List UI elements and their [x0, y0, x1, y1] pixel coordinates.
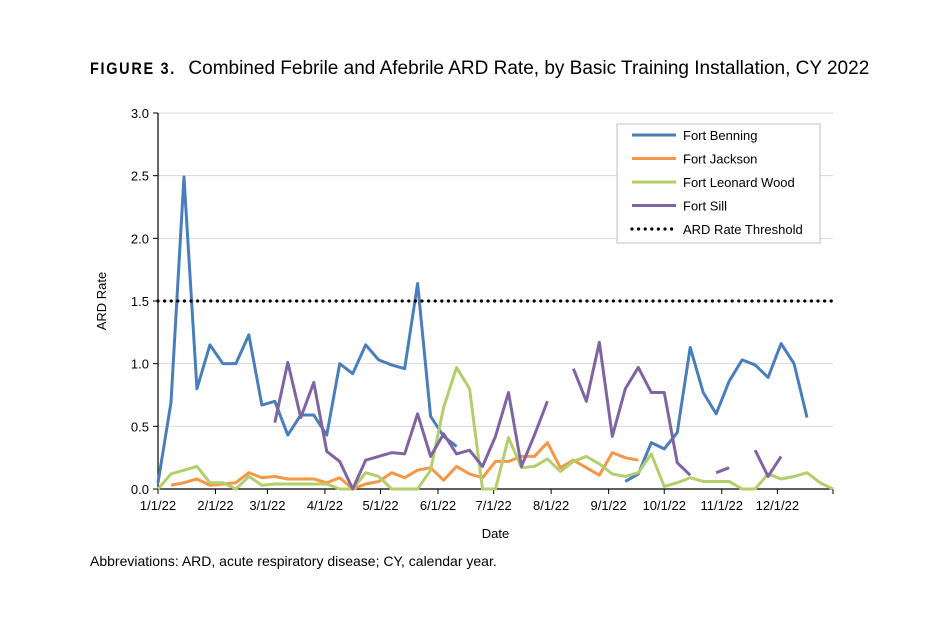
y-tick-label: 1.5 [131, 294, 149, 309]
y-tick-label: 3.0 [131, 106, 149, 121]
x-tick-label: 1/1/22 [140, 498, 176, 513]
y-tick-label: 1.0 [131, 357, 149, 372]
y-tick-label: 0.5 [131, 419, 149, 434]
y-tick-label: 2.0 [131, 231, 149, 246]
x-tick-label: 10/1/22 [643, 498, 686, 513]
legend-label: Fort Benning [683, 128, 757, 143]
legend-label: Fort Jackson [683, 152, 757, 167]
x-tick-label: 6/1/22 [420, 498, 456, 513]
x-tick-label: 9/1/22 [591, 498, 627, 513]
x-tick-label: 3/1/22 [249, 498, 285, 513]
legend-label: Fort Sill [683, 199, 727, 214]
x-tick-label: 4/1/22 [307, 498, 343, 513]
y-tick-label: 0.0 [131, 482, 149, 497]
chart-title: Combined Febrile and Afebrile ARD Rate, … [188, 58, 870, 79]
footnote: Abbreviations: ARD, acute respiratory di… [90, 553, 497, 569]
x-tick-label: 2/1/22 [197, 498, 233, 513]
figure-label: FIGURE 3. [90, 59, 176, 78]
x-tick-label: 11/1/22 [701, 498, 743, 513]
y-axis-label: ARD Rate [94, 272, 109, 331]
y-tick-label: 2.5 [131, 169, 149, 184]
x-tick-label: 5/1/22 [362, 498, 398, 513]
x-tick-label: 8/1/22 [533, 498, 569, 513]
x-tick-label: 12/1/22 [756, 498, 799, 513]
legend-label: Fort Leonard Wood [683, 175, 795, 190]
series-line-fort-sill [571, 340, 692, 477]
x-tick-label: 7/1/22 [476, 498, 512, 513]
x-axis-label: Date [482, 526, 509, 541]
series-line-fort-sill [715, 466, 730, 475]
legend-label: ARD Rate Threshold [683, 222, 803, 237]
figure-title: FIGURE 3. Combined Febrile and Afebrile … [90, 58, 869, 80]
series-line-fort-sill [273, 360, 549, 491]
series-line-fort-benning [156, 175, 458, 483]
